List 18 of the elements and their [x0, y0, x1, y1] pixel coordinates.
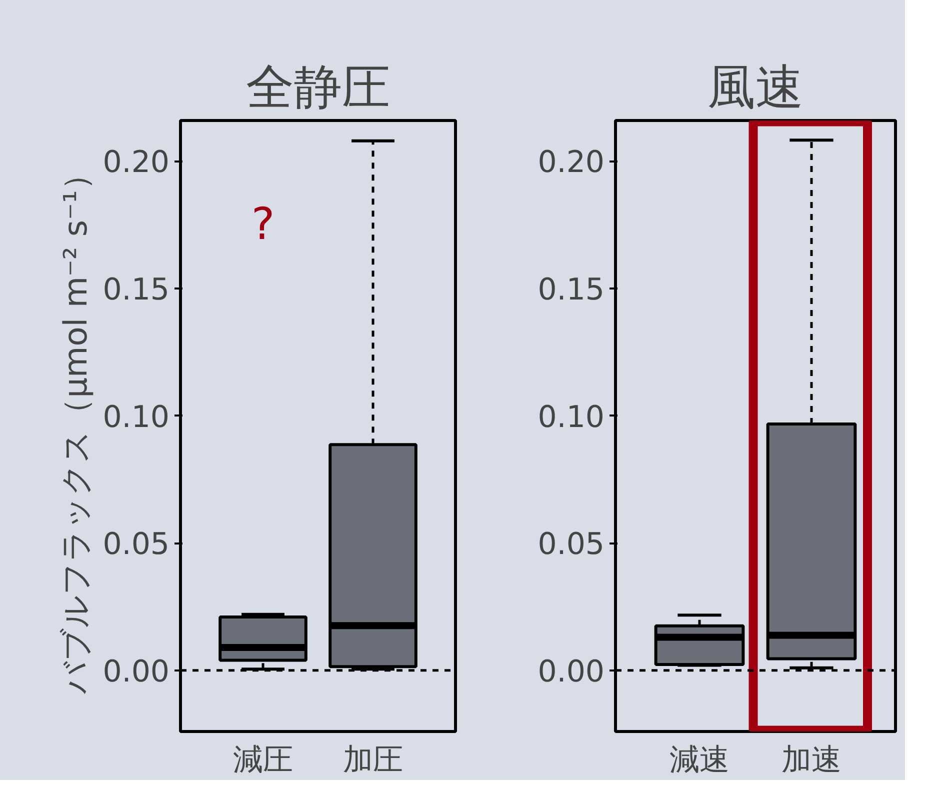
- chart-title: 全静圧: [246, 60, 390, 116]
- y-tick-label: 0.00: [102, 654, 170, 690]
- y-tick-label: 0.15: [538, 272, 604, 308]
- y-tick-label: 0.20: [102, 145, 170, 180]
- x-tick-label: 加圧: [343, 742, 403, 778]
- x-tick-label: 減圧: [233, 742, 293, 778]
- x-tick-label: 加速: [782, 742, 842, 778]
- annotation: ?: [251, 198, 275, 250]
- x-tick-label: 減速: [670, 742, 730, 778]
- y-tick-label: 0.10: [102, 400, 170, 435]
- y-tick-label: 0.15: [102, 272, 170, 308]
- y-tick-label: 0.05: [538, 527, 604, 562]
- y-tick-label: 0.20: [538, 145, 604, 180]
- y-tick-label: 0.00: [538, 654, 604, 690]
- chart-title: 風速: [708, 60, 804, 116]
- y-axis-title: バブルフラックス（μmol m⁻² s⁻¹）: [56, 158, 95, 695]
- y-tick-label: 0.10: [538, 400, 604, 435]
- y-tick-label: 0.05: [102, 527, 170, 562]
